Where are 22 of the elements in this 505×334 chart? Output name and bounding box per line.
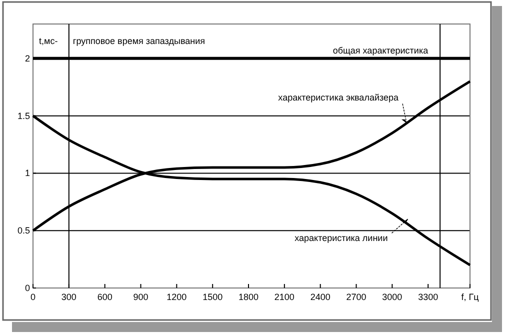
y-tick-label: 0.5: [17, 226, 30, 236]
x-tick-label: 2700: [346, 292, 366, 302]
x-tick-label: 1500: [202, 292, 223, 302]
x-tick-label: 3000: [382, 292, 402, 302]
x-tick-label: f, Гц: [461, 292, 479, 302]
x-tick-label: 600: [97, 292, 112, 302]
annotation: общая характеристика: [332, 45, 428, 56]
y-tick-label: 2: [24, 53, 30, 64]
y-tick-label: 1.5: [17, 110, 30, 121]
x-tick-label: 900: [133, 292, 148, 302]
x-tick-label: 1800: [238, 292, 259, 302]
x-tick-label: 300: [61, 292, 76, 302]
x-tick-label: 2400: [310, 292, 330, 302]
x-tick-label: 1200: [166, 292, 187, 302]
annotation: характеристика эквалайзера: [278, 92, 399, 103]
x-tick-label: 2100: [274, 292, 294, 302]
y-axis-title: t,мс-: [39, 36, 58, 46]
y-tick-label: 0: [24, 283, 30, 293]
text: групповое время запаздывания: [72, 36, 206, 46]
x-tick-label: 3300: [418, 292, 438, 302]
y-tick-label: 1: [24, 168, 30, 178]
annotation: характеристика линии: [294, 233, 388, 244]
